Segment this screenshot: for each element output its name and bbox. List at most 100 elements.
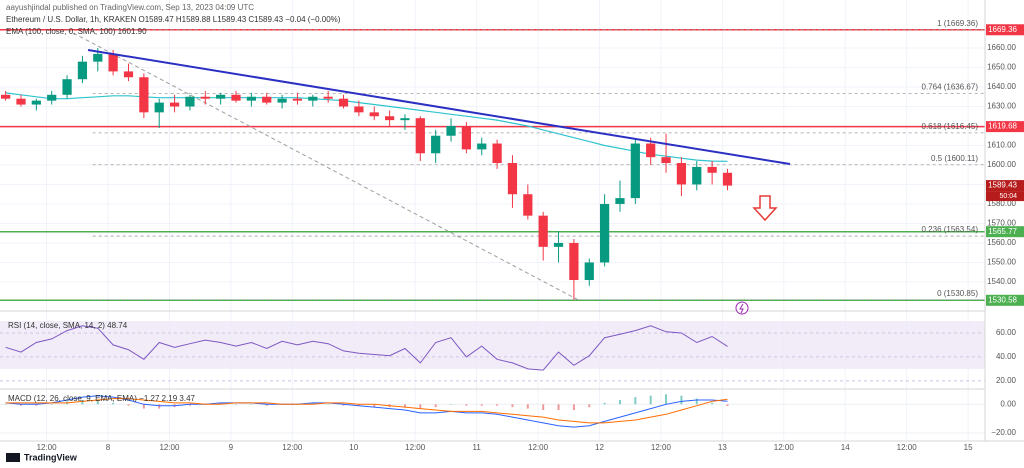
macd-bar: [250, 404, 253, 405]
macd-bar: [373, 404, 376, 408]
macd-bar: [496, 404, 499, 406]
macd-bar: [50, 404, 53, 405]
y-tick-label: 1630.00: [987, 102, 1016, 111]
candle-body: [538, 215, 548, 247]
macd-bar: [542, 404, 545, 410]
candle-body: [553, 242, 564, 247]
candle-body: [123, 71, 134, 78]
price-tag-label: 1565.77: [988, 227, 1017, 236]
plot: 1 (1669.36) 0.764 (1636.67) 0.618 (1616.45…: [0, 19, 985, 428]
candle-body: [646, 143, 656, 158]
y-tick-label: −20.00: [991, 428, 1016, 437]
candle-body: [415, 118, 425, 154]
candle-body: [1, 94, 11, 99]
candle-body: [93, 53, 103, 62]
x-tick-label: 12:00: [37, 443, 58, 452]
down-arrow: [752, 195, 778, 222]
fib-label: 0.236 (1563.54): [922, 225, 979, 234]
candle-body: [169, 102, 180, 107]
candle-body: [569, 242, 579, 280]
candle-body: [31, 100, 41, 105]
candle-body: [277, 98, 287, 103]
candle-body: [722, 172, 733, 186]
macd-bar: [235, 404, 238, 405]
macd-bar: [511, 404, 514, 408]
macd-bar: [419, 404, 422, 409]
symbol-info: Ethereum / U.S. Dollar, 1h, KRAKEN O1589…: [6, 15, 341, 24]
rsi-line: [5, 325, 728, 371]
x-tick-label: 15: [964, 443, 973, 452]
x-tick-label: 12:00: [897, 443, 918, 452]
candle-body: [477, 143, 487, 150]
x-tick-label: 8: [106, 443, 111, 452]
macd-bar: [588, 404, 591, 408]
candle-body: [262, 96, 272, 103]
publisher: aayushjindal published on TradingView.co…: [6, 3, 254, 12]
macd-bar: [526, 404, 529, 409]
macd-label: MACD (12, 26, close, 9, EMA, EMA) −1.27 …: [8, 394, 196, 403]
candle-body: [308, 96, 318, 101]
macd-bar: [434, 404, 437, 408]
y-tick-label: 20.00: [996, 376, 1017, 385]
macd-line: [5, 395, 728, 428]
countdown-box: [986, 191, 1024, 202]
macd-bar: [450, 404, 453, 405]
y-tick-label: 1600.00: [987, 160, 1016, 169]
macd-bar: [711, 402, 714, 405]
x-tick-label: 12:00: [282, 443, 303, 452]
macd-bar: [188, 404, 191, 406]
fib-label: 0.5 (1600.11): [931, 154, 978, 163]
x-tick-label: 11: [472, 443, 481, 452]
candle-body: [630, 143, 640, 199]
x-tick-label: 12:00: [651, 443, 672, 452]
macd-bar: [96, 400, 99, 405]
candle-body: [16, 98, 26, 105]
candle-body: [584, 262, 594, 280]
y-tick-label: 1610.00: [987, 141, 1016, 150]
trendline: [87, 48, 791, 165]
fib-label: 1 (1669.36): [937, 19, 978, 28]
macd-bar: [311, 402, 314, 405]
candle-body: [154, 102, 164, 113]
candle-body: [446, 125, 456, 136]
price-tag: [986, 24, 1024, 36]
price-tag: [986, 294, 1024, 306]
candle-body: [661, 157, 671, 164]
macd-bar: [480, 404, 483, 406]
y-tick-label: 1580.00: [987, 199, 1016, 208]
candle-body: [400, 118, 410, 121]
fib-label: 0.618 (1616.45): [922, 122, 979, 131]
countdown: 50:04: [999, 193, 1017, 200]
price-tag-label: 1589.43: [988, 181, 1017, 190]
candle-body: [615, 198, 625, 204]
y-tick-label: 60.00: [996, 328, 1017, 337]
candle-body: [600, 203, 610, 263]
x-tick-label: 12:00: [159, 443, 180, 452]
macd-bar: [572, 404, 575, 410]
x-tick-label: 9: [229, 443, 234, 452]
y-tick-label: 1660.00: [987, 43, 1016, 52]
candle-body: [692, 166, 702, 185]
candle-body: [77, 61, 88, 80]
brand: TradingView: [24, 452, 78, 462]
y-tick-label: 1650.00: [987, 63, 1016, 72]
event-icon[interactable]: [735, 301, 749, 315]
candle-body: [139, 77, 149, 113]
x-tick-label: 12:00: [774, 443, 795, 452]
macd-bar: [649, 395, 652, 405]
macd-bar: [465, 404, 468, 406]
x-tick-label: 12:00: [405, 443, 426, 452]
candle-body: [523, 194, 533, 216]
price-tag-label: 1669.36: [988, 25, 1017, 34]
macd-bar: [695, 398, 698, 405]
macd-bar: [265, 404, 268, 406]
macd-bar: [618, 400, 621, 405]
price-tag-label: 1530.58: [988, 295, 1017, 304]
candle-body: [185, 96, 195, 107]
x-tick-label: 14: [841, 443, 850, 452]
y-tick-label: 1540.00: [987, 277, 1016, 286]
macd-bar: [219, 402, 222, 405]
signal-line: [5, 398, 728, 424]
